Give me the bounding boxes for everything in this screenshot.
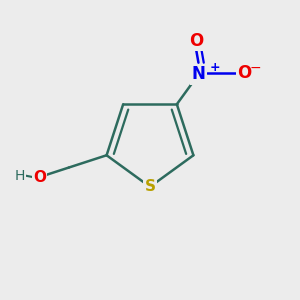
Text: −: − — [250, 61, 261, 75]
Text: +: + — [209, 61, 220, 74]
Text: O: O — [237, 64, 251, 82]
Text: O: O — [33, 169, 46, 184]
Text: H: H — [15, 169, 26, 183]
Text: O: O — [189, 32, 203, 50]
Text: S: S — [145, 179, 155, 194]
Text: N: N — [191, 65, 206, 83]
